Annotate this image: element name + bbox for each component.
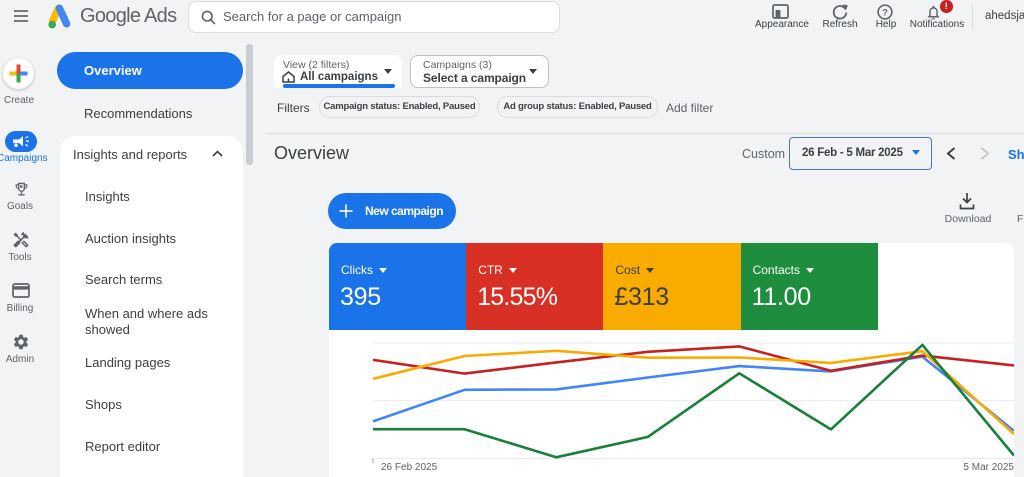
svg-text:?: ?: [882, 6, 888, 17]
